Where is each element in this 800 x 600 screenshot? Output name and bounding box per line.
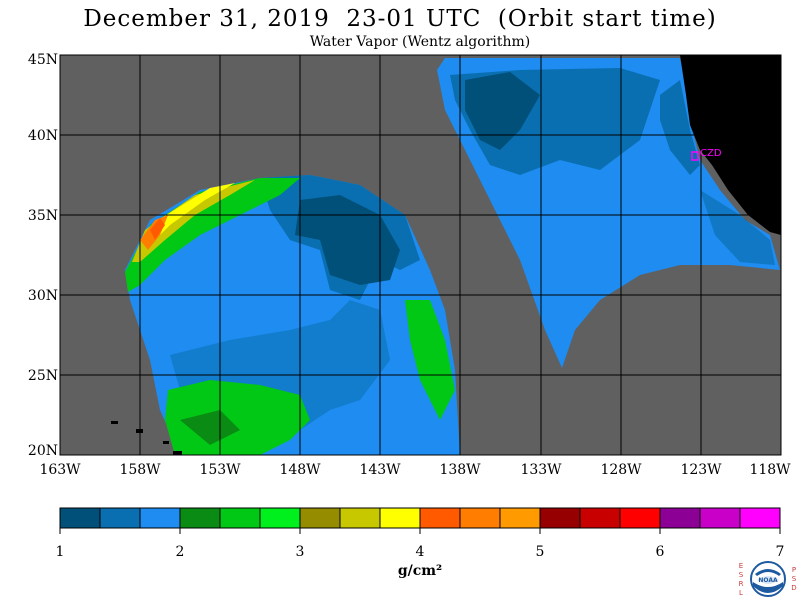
lon-label-128w: 128W [600, 462, 642, 478]
colorbar-segment [739, 507, 781, 529]
colorbar-tick-3: 3 [295, 544, 305, 560]
colorbar-segment [539, 507, 581, 529]
colorbar-segment [339, 507, 381, 529]
colorbar-segment [579, 507, 621, 529]
colorbar-segment [99, 507, 141, 529]
colorbar-unit-label: g/cm² [397, 563, 443, 579]
colorbar-tick-5: 5 [535, 544, 545, 560]
logo-letter: L [739, 589, 743, 597]
logo-letter: P [791, 566, 797, 574]
lon-label-153w: 153W [199, 462, 241, 478]
lon-label-158w: 158W [119, 462, 161, 478]
map-title: December 31, 2019 23-01 UTC (Orbit start… [83, 6, 717, 32]
colorbar-segment [179, 507, 221, 529]
station-czd-marker: CZD [691, 148, 722, 161]
lon-label-118w: 118W [749, 462, 791, 478]
psd-letters: P S D [790, 566, 798, 593]
lat-label-35n: 35N [27, 208, 58, 224]
lon-label-148w: 148W [279, 462, 321, 478]
noaa-logo: NOAA [750, 561, 786, 597]
station-czd-label: CZD [700, 148, 722, 159]
lon-label-143w: 143W [359, 462, 401, 478]
colorbar-tick-4: 4 [415, 544, 425, 560]
colorbar-segment [459, 507, 501, 529]
west-swath [125, 175, 460, 455]
lat-label-40n: 40N [27, 128, 58, 144]
lat-label-30n: 30N [27, 288, 58, 304]
logo-letter: E [738, 562, 744, 570]
lat-label-45n: 45N [27, 52, 58, 68]
map-subtitle: Water Vapor (Wentz algorithm) [309, 34, 531, 50]
colorbar-segment [379, 507, 421, 529]
noaa-logo-text: NOAA [758, 577, 778, 584]
lat-label-25n: 25N [27, 368, 58, 384]
lat-label-20n: 20N [27, 443, 58, 459]
colorbar-segment [419, 507, 461, 529]
colorbar-tick-7: 7 [775, 544, 785, 560]
lon-label-133w: 133W [520, 462, 562, 478]
colorbar-tick-6: 6 [655, 544, 665, 560]
grid-lines [60, 55, 781, 455]
colorbar-segment [259, 507, 301, 529]
lon-label-138w: 138W [439, 462, 481, 478]
lon-label-123w: 123W [680, 462, 722, 478]
logo-letter: S [791, 575, 797, 583]
land-california [680, 55, 781, 235]
logo-letter: S [738, 571, 744, 579]
colorbar-segment [219, 507, 261, 529]
colorbar-tick-2: 2 [175, 544, 185, 560]
colorbar-segment [59, 507, 101, 529]
logo-letter: D [791, 584, 797, 592]
colorbar-segment [499, 507, 541, 529]
colorbar-segment [659, 507, 701, 529]
lon-label-163w: 163W [39, 462, 81, 478]
colorbar-segment [619, 507, 661, 529]
colorbar-segment [139, 507, 181, 529]
colorbar-segment [699, 507, 741, 529]
logo-letter: R [738, 580, 744, 588]
colorbar-tick-1: 1 [55, 544, 65, 560]
esrl-letters: E S R L [737, 562, 745, 598]
colorbar-segment [299, 507, 341, 529]
